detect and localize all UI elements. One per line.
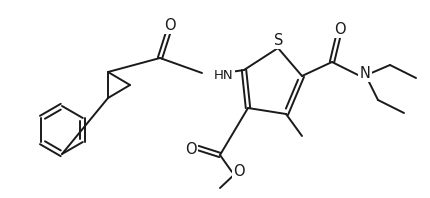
Text: O: O <box>233 165 245 180</box>
Text: O: O <box>164 17 176 32</box>
Text: S: S <box>274 32 284 48</box>
Text: O: O <box>334 22 346 36</box>
Text: HN: HN <box>214 69 233 82</box>
Text: N: N <box>359 66 370 81</box>
Text: O: O <box>185 143 197 157</box>
